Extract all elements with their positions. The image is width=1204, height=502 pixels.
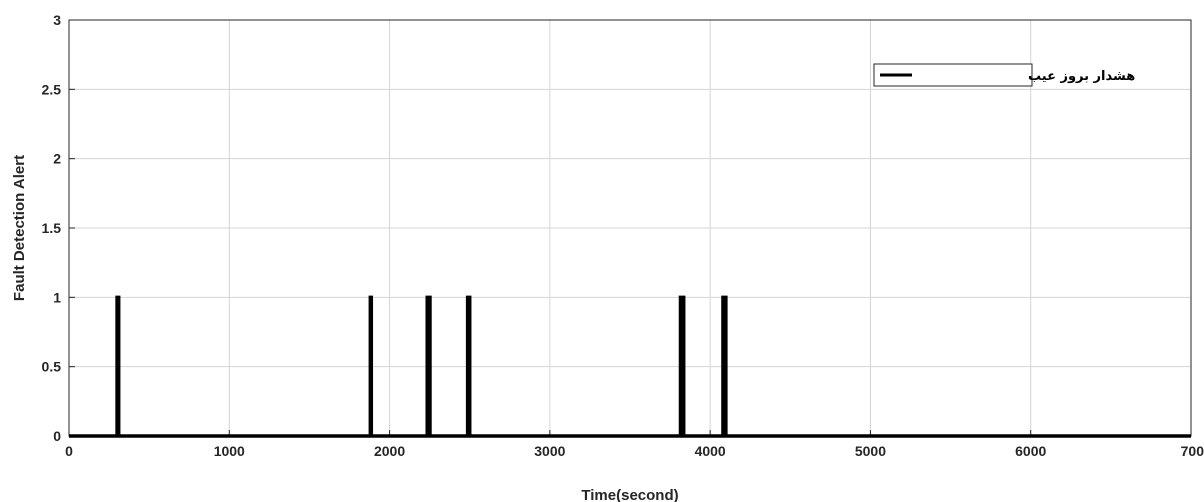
x-tick-label: 700 [1181, 443, 1204, 459]
x-axis-title: Time(second) [581, 487, 678, 502]
x-tick-label: 5000 [855, 443, 886, 459]
legend-label: هشدار بروز عیب [1028, 69, 1135, 84]
y-tick-label: 1 [53, 289, 61, 305]
x-tick-label: 2000 [374, 443, 405, 459]
x-tick-label: 6000 [1015, 443, 1046, 459]
legend-box [873, 63, 1033, 87]
y-tick-label: 0.5 [42, 359, 62, 375]
y-tick-label: 3 [53, 12, 61, 28]
y-tick-label: 1.5 [42, 220, 62, 236]
y-tick-label: 0 [53, 428, 61, 444]
x-tick-label: 1000 [214, 443, 245, 459]
grid-lines [69, 20, 1191, 436]
y-axis-title: Fault Detection Alert [11, 155, 28, 301]
x-tick-label: 3000 [534, 443, 565, 459]
y-tick-labels: 0 0.5 1 1.5 2 2.5 3 [42, 12, 62, 444]
y-tick-label: 2 [53, 151, 61, 167]
x-tick-labels: 0 1000 2000 3000 4000 5000 6000 700 [65, 443, 1204, 459]
legend: هشدار بروز عیب [873, 63, 1135, 87]
x-tick-label: 4000 [695, 443, 726, 459]
x-tick-label: 0 [65, 443, 73, 459]
series-line-fault-alert [69, 295, 1191, 438]
y-tick-label: 2.5 [42, 81, 62, 97]
